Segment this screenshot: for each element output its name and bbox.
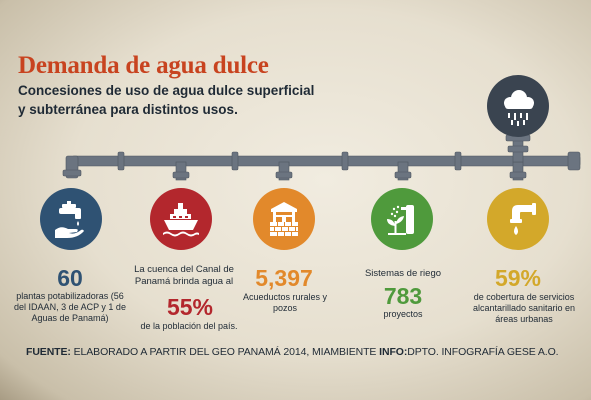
desc-cuenca: de la población del país.	[140, 321, 238, 331]
value-plantas: 60	[57, 265, 83, 291]
irrigation-plant-icon	[387, 205, 414, 235]
value-riego: 783	[383, 283, 423, 309]
pre-cuenca: La cuenca del Canal de Panamá brinda agu…	[134, 264, 234, 287]
faucet-hand-icon	[55, 201, 84, 238]
desc-plantas: plantas potabilizadoras (56 del IDAAN, 3…	[14, 291, 126, 323]
value-alcantarillado: 59%	[494, 265, 542, 291]
desc-riego: proyectos	[383, 309, 423, 319]
pre-riego: Sistemas de riego	[364, 268, 442, 279]
value-acueductos: 5,397	[255, 265, 313, 291]
circle-alcantarillado	[487, 188, 549, 250]
rain-cloud-icon	[487, 75, 549, 137]
page-title: Demanda de agua dulce	[18, 52, 269, 79]
well-icon	[270, 202, 298, 236]
info-text: DPTO. INFOGRAFÍA GESE A.O.	[407, 346, 559, 358]
main-pipe	[71, 155, 581, 167]
desc-acueductos: Acueductos rurales y pozos	[242, 292, 328, 313]
circle-acueductos	[253, 188, 315, 250]
circle-plantas	[40, 188, 102, 250]
source-label: FUENTE:	[26, 346, 71, 358]
footer-credits: FUENTE: ELABORADO A PARTIR DEL GEO PANAM…	[26, 346, 559, 358]
desc-alcantarillado: de cobertura de servicios alcantarillado…	[472, 292, 576, 324]
pipe-drop-2	[175, 161, 187, 181]
circle-cuenca	[150, 188, 212, 250]
value-cuenca: 55%	[166, 294, 214, 320]
pipe-drop-3	[278, 161, 290, 181]
pipe-drop-4	[397, 161, 409, 181]
circle-riego	[371, 188, 433, 250]
sewer-pipe-icon	[510, 203, 536, 235]
source-text: ELABORADO A PARTIR DEL GEO PANAMÁ 2014, …	[73, 346, 377, 358]
info-label: INFO:	[379, 346, 408, 358]
page-subtitle: Concesiones de uso de agua dulce superfi…	[18, 83, 315, 117]
ship-icon	[163, 203, 199, 237]
